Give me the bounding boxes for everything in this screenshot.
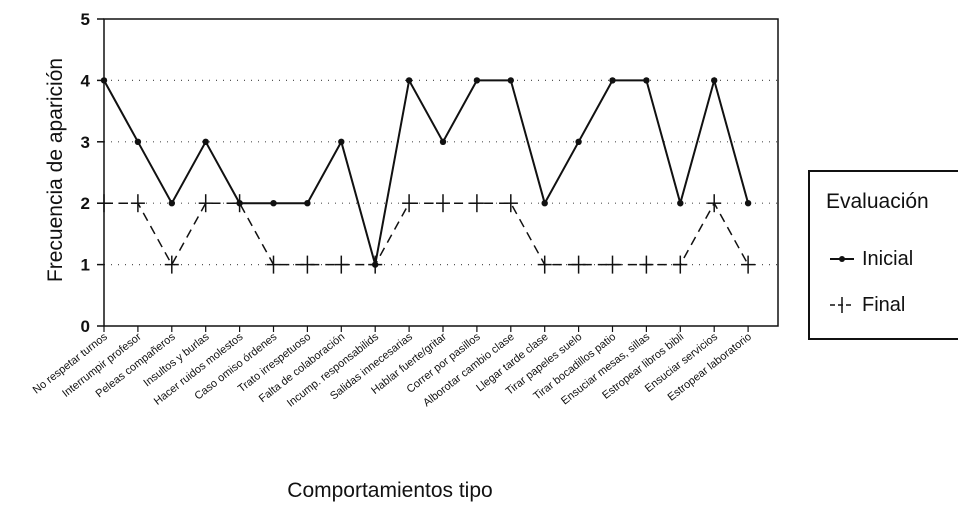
data-point [232,194,247,213]
legend-title: Evaluación [826,190,929,213]
y-tick-label: 4 [81,71,91,90]
data-point [503,194,518,213]
data-point [436,194,450,213]
data-point [134,138,142,145]
y-tick-label: 3 [81,133,90,152]
data-point [673,255,688,274]
data-point [711,77,718,84]
data-point [469,194,484,213]
data-point [639,255,654,274]
legend-item-final: Final [828,292,905,318]
x-axis-label: Comportamientos tipo [287,479,492,502]
data-point [541,200,548,207]
data-point [164,255,179,274]
plot-frame [103,18,779,327]
data-point [338,138,345,145]
data-point [304,200,311,207]
gridlines [104,79,778,266]
data-point [368,255,383,274]
data-point [100,77,108,84]
data-point [334,255,349,274]
data-point [677,200,684,207]
data-point [97,194,111,213]
data-point [575,138,582,145]
y-tick-label: 5 [81,10,90,29]
data-point [707,194,722,213]
data-point [202,138,209,145]
series [97,76,756,274]
data-point [741,255,756,274]
legend-label-final: Final [862,293,906,316]
axes [103,18,779,327]
data-point [605,255,620,274]
data-point [439,138,447,145]
data-point [571,255,586,274]
legend: Evaluación Inicial Final [808,170,958,340]
legend-item-inicial: Inicial [828,246,913,272]
y-tick-label: 1 [81,256,90,275]
y-ticks: 0 1 2 3 4 5 [81,10,104,336]
y-tick-label: 2 [81,194,90,213]
data-point [609,77,616,84]
legend-line-dot-icon [830,256,854,262]
data-point [130,194,145,213]
data-point [266,255,281,274]
data-point [405,77,413,84]
series-line-inicial [103,76,750,265]
data-point [168,200,175,207]
data-point [198,194,213,213]
y-axis-label: Frecuencia de aparición [44,58,67,282]
data-point [744,200,752,207]
data-point [473,77,481,84]
data-point [507,77,514,84]
series-line-final [104,201,749,267]
data-point [537,255,552,274]
data-point [300,255,315,274]
data-point [402,194,417,213]
y-tick-label: 0 [81,317,90,336]
data-point [643,77,650,84]
legend-line-plus-icon [830,297,854,313]
legend-label-inicial: Inicial [862,247,914,270]
data-point [270,200,277,207]
